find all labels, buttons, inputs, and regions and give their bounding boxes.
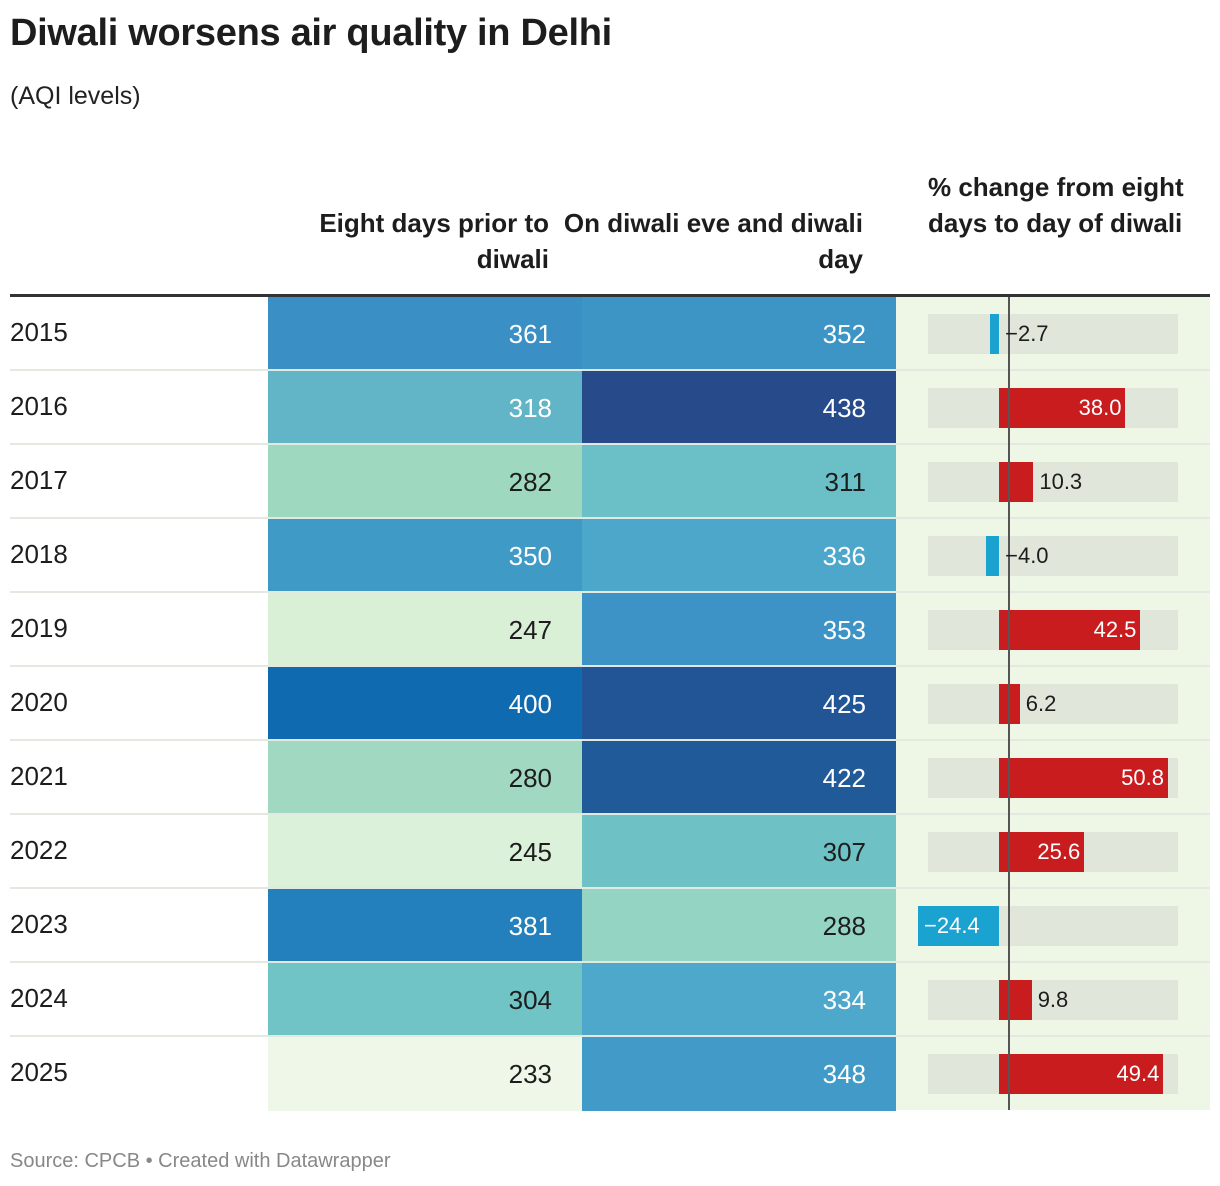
prior-cell: 245 bbox=[268, 815, 582, 889]
chart-subtitle: (AQI levels) bbox=[10, 82, 141, 110]
row-divider bbox=[10, 961, 1210, 963]
diwali-cell: 336 bbox=[582, 519, 896, 593]
prior-cell: 361 bbox=[268, 297, 582, 371]
change-bar bbox=[918, 906, 1000, 946]
row-divider bbox=[10, 591, 1210, 593]
change-label: 9.8 bbox=[1037, 987, 1069, 1012]
change-label: −4.0 bbox=[1005, 543, 1049, 568]
table-row: 2025 233 348 49.4 bbox=[10, 1037, 1210, 1111]
year-label: 2023 bbox=[10, 909, 68, 939]
row-divider bbox=[10, 517, 1210, 519]
header-rule bbox=[10, 294, 1210, 297]
table-row: 2018 350 336 −4.0 bbox=[10, 519, 1210, 593]
prior-cell: 233 bbox=[268, 1037, 582, 1111]
change-label: 6.2 bbox=[1025, 691, 1057, 716]
change-bar bbox=[999, 610, 1141, 650]
change-bar bbox=[999, 388, 1126, 428]
table-row: 2015 361 352 −2.7 bbox=[10, 297, 1210, 371]
bar-track bbox=[928, 314, 1178, 354]
row-divider bbox=[10, 369, 1210, 371]
prior-cell: 318 bbox=[268, 371, 582, 445]
table-row: 2020 400 425 6.2 bbox=[10, 667, 1210, 741]
table-row: 2022 245 307 25.6 bbox=[10, 815, 1210, 889]
change-label: 38.0 bbox=[1078, 395, 1122, 420]
bar-track bbox=[928, 980, 1178, 1020]
bar-track bbox=[928, 462, 1178, 502]
change-label: 50.8 bbox=[1121, 765, 1164, 790]
change-label: 49.4 bbox=[1116, 1061, 1160, 1086]
change-bar bbox=[999, 462, 1034, 502]
diwali-cell: 288 bbox=[582, 889, 896, 963]
bar-track bbox=[928, 536, 1178, 576]
change-label: −2.7 bbox=[1005, 321, 1049, 346]
change-bar bbox=[985, 536, 1000, 576]
header-prior[interactable]: Eight days prior to diwali bbox=[319, 208, 549, 274]
row-divider bbox=[10, 887, 1210, 889]
year-label: 2017 bbox=[10, 465, 68, 495]
diwali-cell: 311 bbox=[582, 445, 896, 519]
prior-cell: 304 bbox=[268, 963, 582, 1037]
prior-cell: 400 bbox=[268, 667, 582, 741]
table-row: 2023 381 288 −24.4 bbox=[10, 889, 1210, 963]
change-label: −24.4 bbox=[924, 913, 980, 938]
table-row: 2019 247 353 42.5 bbox=[10, 593, 1210, 667]
diwali-cell: 348 bbox=[582, 1037, 896, 1111]
year-label: 2018 bbox=[10, 539, 68, 569]
year-label: 2022 bbox=[10, 835, 68, 865]
year-label: 2015 bbox=[10, 317, 68, 347]
year-label: 2016 bbox=[10, 391, 68, 421]
table-row: 2017 282 311 10.3 bbox=[10, 445, 1210, 519]
year-label: 2020 bbox=[10, 687, 68, 717]
chart-title: Diwali worsens air quality in Delhi bbox=[10, 12, 612, 54]
table-row: 2016 318 438 38.0 bbox=[10, 371, 1210, 445]
header-change[interactable]: % change from eight days to day of diwal… bbox=[928, 172, 1184, 238]
diwali-cell: 422 bbox=[582, 741, 896, 815]
row-divider bbox=[10, 813, 1210, 815]
prior-cell: 282 bbox=[268, 445, 582, 519]
change-bar bbox=[999, 980, 1032, 1020]
change-bar bbox=[999, 758, 1168, 798]
prior-cell: 280 bbox=[268, 741, 582, 815]
prior-cell: 247 bbox=[268, 593, 582, 667]
table-row: 2024 304 334 9.8 bbox=[10, 963, 1210, 1037]
source-note: Source: CPCB • Created with Datawrapper bbox=[10, 1150, 391, 1172]
year-label: 2024 bbox=[10, 983, 68, 1013]
diwali-cell: 352 bbox=[582, 297, 896, 371]
year-label: 2025 bbox=[10, 1057, 68, 1087]
change-bar bbox=[999, 832, 1085, 872]
prior-cell: 350 bbox=[268, 519, 582, 593]
row-divider bbox=[10, 1035, 1210, 1037]
zero-line bbox=[1008, 297, 1010, 1110]
change-bar bbox=[990, 314, 1000, 354]
diwali-cell: 334 bbox=[582, 963, 896, 1037]
diwali-cell: 425 bbox=[582, 667, 896, 741]
change-label: 25.6 bbox=[1037, 839, 1081, 864]
year-label: 2021 bbox=[10, 761, 68, 791]
bar-track bbox=[928, 684, 1178, 724]
change-label: 10.3 bbox=[1039, 469, 1083, 494]
change-bar bbox=[999, 1054, 1164, 1094]
diwali-cell: 353 bbox=[582, 593, 896, 667]
change-label: 42.5 bbox=[1093, 617, 1137, 642]
row-divider bbox=[10, 443, 1210, 445]
row-divider bbox=[10, 739, 1210, 741]
year-label: 2019 bbox=[10, 613, 68, 643]
table-row: 2021 280 422 50.8 bbox=[10, 741, 1210, 815]
prior-cell: 381 bbox=[268, 889, 582, 963]
row-divider bbox=[10, 665, 1210, 667]
header-diwali[interactable]: On diwali eve and diwali day bbox=[563, 208, 863, 274]
diwali-cell: 438 bbox=[582, 371, 896, 445]
diwali-cell: 307 bbox=[582, 815, 896, 889]
